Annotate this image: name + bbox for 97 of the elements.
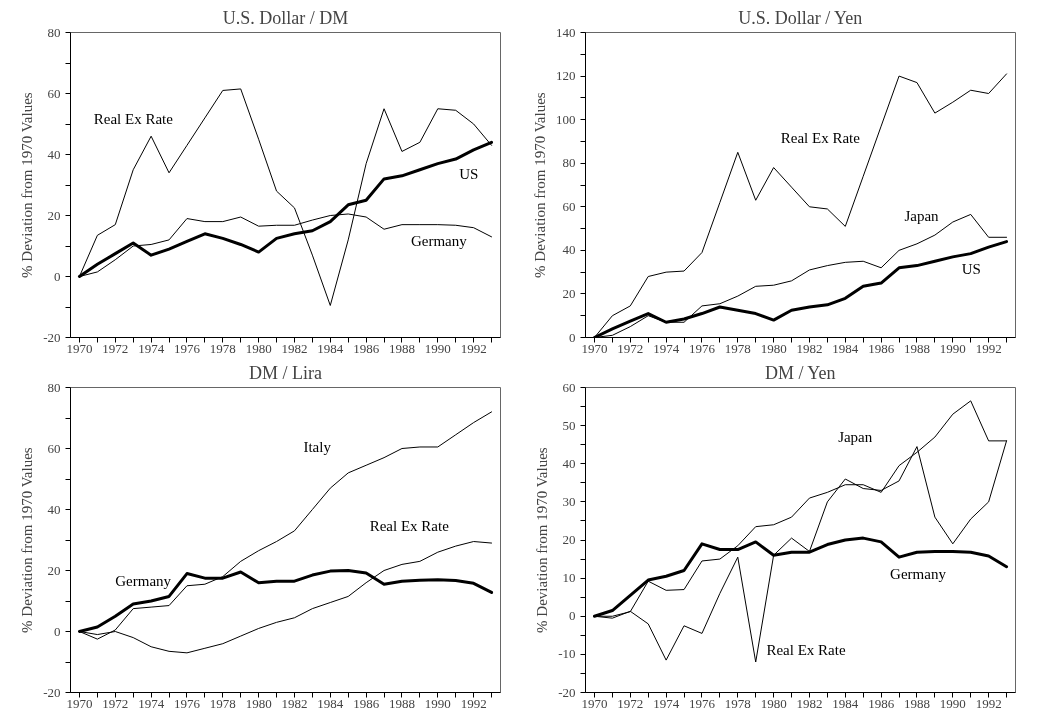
y-tick-label: 60 [47, 440, 61, 456]
x-tick-label: 1990 [939, 695, 966, 711]
x-tick-label: 1982 [796, 340, 823, 356]
chart-title: DM / Lira [249, 362, 322, 383]
x-tick-label: 1974 [138, 340, 165, 356]
x-tick-label: 1992 [975, 695, 1002, 711]
series-label: Real Ex Rate [780, 129, 861, 146]
x-tick-label: 1988 [903, 695, 930, 711]
chart-title: DM / Yen [764, 362, 836, 383]
x-tick-label: 1990 [939, 340, 966, 356]
x-tick-label: 1984 [832, 340, 859, 356]
x-tick-label: 1978 [209, 340, 236, 356]
y-tick-label: -20 [43, 684, 61, 700]
x-tick-label: 1976 [173, 340, 201, 356]
x-tick-label: 1970 [66, 340, 93, 356]
y-tick-label: 80 [47, 24, 61, 40]
y-tick-label: 0 [569, 608, 576, 624]
x-tick-label: 1978 [724, 695, 751, 711]
series-label: US [961, 260, 981, 277]
x-tick-label: 1988 [388, 340, 415, 356]
x-tick-label: 1974 [653, 695, 680, 711]
x-tick-label: 1980 [245, 340, 272, 356]
x-tick-label: 1972 [102, 695, 129, 711]
x-tick-label: 1980 [760, 695, 787, 711]
series-label: Germany [115, 572, 172, 589]
x-tick-label: 1984 [317, 340, 344, 356]
x-tick-label: 1982 [796, 695, 823, 711]
x-tick-label: 1972 [617, 340, 644, 356]
series-label: Real Ex Rate [766, 642, 846, 659]
y-tick-label: 100 [556, 111, 576, 127]
y-tick-label: 50 [562, 417, 576, 433]
x-tick-label: 1980 [245, 695, 272, 711]
y-tick-label: 40 [562, 242, 576, 258]
chart-title: U.S. Dollar / Yen [738, 7, 863, 28]
x-tick-label: 1982 [281, 340, 308, 356]
y-tick-label: -20 [43, 329, 61, 345]
y-axis-title: % Deviation from 1970 Values [19, 447, 36, 633]
x-tick-label: 1976 [688, 695, 716, 711]
series-label: Germany [410, 233, 468, 250]
series-label: Real Ex Rate [369, 517, 450, 534]
y-tick-label: 60 [47, 85, 61, 101]
y-tick-label: 20 [47, 562, 61, 578]
x-tick-label: 1986 [868, 340, 895, 356]
x-tick-label: 1982 [281, 695, 308, 711]
series-label: Germany [890, 565, 947, 582]
x-tick-label: 1984 [317, 695, 344, 711]
x-tick-label: 1986 [353, 340, 380, 356]
x-tick-label: 1992 [460, 340, 487, 356]
x-tick-label: 1988 [388, 695, 415, 711]
x-tick-label: 1972 [102, 340, 129, 356]
y-tick-label: 80 [562, 155, 576, 171]
x-tick-label: 1986 [353, 695, 380, 711]
series-label: Japan [904, 208, 940, 225]
y-tick-label: 60 [562, 198, 576, 214]
y-tick-label: -10 [558, 646, 576, 662]
x-tick-label: 1986 [868, 695, 895, 711]
y-tick-label: 20 [562, 532, 576, 547]
y-tick-label: 40 [562, 455, 576, 471]
y-tick-label: 0 [54, 268, 61, 284]
x-tick-label: 1978 [724, 340, 751, 356]
x-tick-label: 1992 [460, 695, 487, 711]
x-tick-label: 1990 [424, 695, 451, 711]
y-tick-label: 80 [47, 379, 61, 395]
series-label: Real Ex Rate [93, 111, 174, 128]
y-axis-title: % Deviation from 1970 Values [534, 447, 551, 633]
y-tick-label: 40 [47, 146, 61, 162]
x-tick-label: 1990 [424, 340, 451, 356]
y-tick-label: 40 [47, 501, 61, 517]
y-tick-label: -20 [558, 684, 576, 700]
y-tick-label: 0 [54, 623, 61, 639]
y-tick-label: 120 [556, 68, 576, 84]
x-tick-label: 1980 [760, 340, 787, 356]
y-tick-label: 30 [562, 493, 576, 509]
y-tick-label: 0 [569, 329, 576, 345]
x-tick-label: 1972 [617, 695, 644, 711]
x-tick-label: 1978 [209, 695, 236, 711]
x-tick-label: 1970 [581, 695, 608, 711]
x-tick-label: 1976 [173, 695, 201, 711]
y-tick-label: 20 [47, 207, 61, 223]
x-tick-label: 1988 [903, 340, 930, 356]
x-tick-label: 1984 [832, 695, 859, 711]
x-tick-label: 1970 [66, 695, 93, 711]
x-tick-label: 1992 [975, 340, 1002, 356]
y-tick-label: 10 [562, 570, 576, 586]
x-tick-label: 1970 [581, 340, 608, 356]
y-tick-label: 20 [562, 285, 576, 301]
y-axis-title: % Deviation from 1970 Values [19, 92, 36, 278]
x-tick-label: 1974 [653, 340, 680, 356]
y-tick-label: 140 [556, 24, 576, 40]
text: Japan [838, 428, 873, 445]
y-axis-title: % Deviation from 1970 Values [532, 92, 548, 278]
series-label: Italy [303, 438, 332, 455]
x-tick-label: 1974 [138, 695, 165, 711]
chart-title: U.S. Dollar / DM [222, 7, 349, 28]
series-label: US [459, 165, 479, 182]
x-tick-label: 1976 [688, 340, 716, 356]
y-tick-label: 60 [562, 379, 576, 395]
